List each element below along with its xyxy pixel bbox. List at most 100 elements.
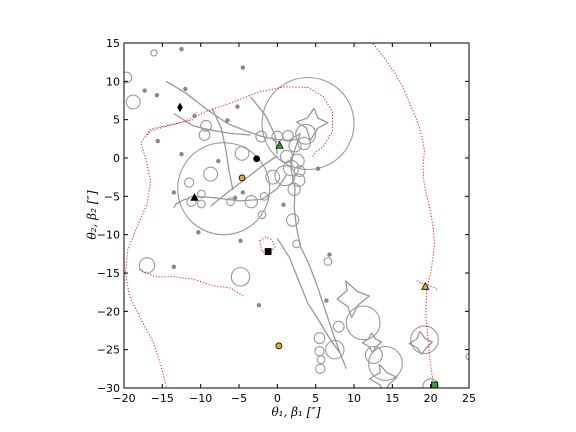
image-ellipse — [295, 123, 317, 145]
x-tick-label: 0 — [274, 392, 281, 405]
image-ellipse — [257, 210, 267, 220]
y-tick-label: 10 — [106, 75, 120, 88]
image-ellipse — [255, 130, 268, 143]
image-ellipse — [203, 166, 219, 182]
critical-curve — [416, 280, 439, 291]
plot-content — [124, 43, 469, 388]
galaxy-dot — [327, 252, 332, 257]
x-tick-label: −5 — [231, 392, 247, 405]
galaxy-dot — [183, 86, 188, 92]
y-tick-label: 5 — [113, 114, 120, 127]
galaxy-dot — [281, 202, 286, 207]
galaxy-dot — [315, 166, 321, 171]
x-tick-label: 5 — [312, 392, 319, 405]
y-tick-label: −30 — [97, 382, 120, 395]
image-ellipse — [316, 355, 326, 365]
caustic-line — [408, 330, 433, 355]
image-ellipse — [345, 305, 381, 341]
image-ellipse — [332, 320, 345, 333]
x-tick-label: 25 — [462, 392, 476, 405]
galaxy-dot — [256, 303, 262, 308]
source-marker-triangle — [190, 193, 199, 201]
image-ellipse — [259, 191, 269, 201]
image-ellipse — [150, 49, 158, 57]
source-marker-circle — [253, 155, 261, 163]
galaxy-dot — [171, 264, 177, 270]
x-tick-label: 20 — [424, 392, 438, 405]
source-marker-circle — [275, 342, 283, 350]
plot-frame — [123, 42, 470, 389]
y-tick-label: 15 — [106, 37, 120, 50]
axis-ticks: −20 −15 −10 −5 0 5 10 15 20 25 −30 −25 −20 −15 −10 −5 0 5… — [97, 37, 476, 405]
image-ellipse — [198, 129, 211, 141]
galaxy-dot — [192, 113, 197, 119]
galaxy-dot — [154, 92, 160, 98]
image-ellipse — [184, 177, 195, 188]
image-ellipse — [230, 267, 251, 287]
image-ellipse — [297, 136, 311, 151]
image-ellipse — [261, 76, 355, 171]
x-axis-label: θ₁, β₁ [″] — [271, 405, 320, 419]
y-tick-label: −15 — [97, 267, 120, 280]
image-ellipse — [138, 257, 156, 274]
image-ellipse — [288, 139, 302, 153]
image-ellipse — [289, 153, 305, 169]
image-ellipse — [282, 129, 294, 142]
caustic-line — [165, 80, 301, 142]
galaxy-dot — [179, 46, 184, 52]
galaxy-dot — [240, 65, 246, 70]
image-ellipse — [200, 119, 212, 132]
galaxy-dot — [196, 230, 201, 235]
image-ellipse — [197, 189, 206, 199]
source-marker-diamond — [177, 102, 183, 113]
caustic-line — [368, 363, 398, 388]
image-ellipse — [234, 145, 250, 161]
y-tick-label: −20 — [97, 305, 120, 318]
critical-curve — [259, 236, 276, 255]
image-ellipse — [177, 142, 271, 236]
x-tick-label: −10 — [189, 392, 212, 405]
image-ellipse — [244, 195, 258, 209]
image-ellipse — [410, 325, 439, 355]
galaxy-dot — [235, 104, 240, 109]
galaxy-dot — [216, 158, 221, 164]
source-marker-square — [431, 381, 438, 388]
image-ellipse — [313, 332, 326, 345]
galaxy-dot — [225, 118, 230, 123]
x-tick-label: 10 — [347, 392, 361, 405]
caustic-line — [276, 238, 341, 354]
galaxy-dot — [240, 190, 246, 195]
image-ellipse — [226, 197, 235, 207]
caustic-line — [173, 195, 194, 209]
image-ellipse — [124, 71, 133, 84]
galaxy-dot — [238, 238, 243, 243]
source-marker-triangle — [421, 281, 430, 290]
caustic-line — [295, 107, 329, 142]
image-ellipse — [285, 213, 300, 227]
source-marker-triangle — [275, 140, 284, 149]
caustic-line — [192, 174, 288, 202]
image-ellipse — [323, 257, 333, 266]
galaxy-dot — [232, 195, 238, 201]
image-ellipse — [364, 346, 383, 365]
y-tick-label: −10 — [97, 229, 120, 242]
image-ellipse — [315, 363, 326, 374]
caustic-line — [290, 133, 347, 370]
y-axis-label: θ₂, β₂ [″] — [85, 190, 99, 239]
critical-curve — [124, 86, 333, 387]
image-ellipse — [422, 378, 439, 388]
image-ellipse — [125, 94, 141, 110]
caustic-line — [361, 332, 383, 354]
image-ellipse — [265, 169, 281, 185]
caustic-line — [336, 280, 370, 319]
galaxy-dot — [142, 88, 147, 93]
y-tick-label: −5 — [104, 190, 120, 203]
x-tick-label: −15 — [151, 392, 174, 405]
image-ellipse — [197, 199, 206, 209]
galaxy-dot — [324, 298, 329, 303]
source-marker-square — [264, 248, 272, 255]
image-ellipse — [293, 165, 306, 177]
galaxy-dot — [155, 138, 160, 144]
galaxy-dot — [179, 151, 184, 157]
